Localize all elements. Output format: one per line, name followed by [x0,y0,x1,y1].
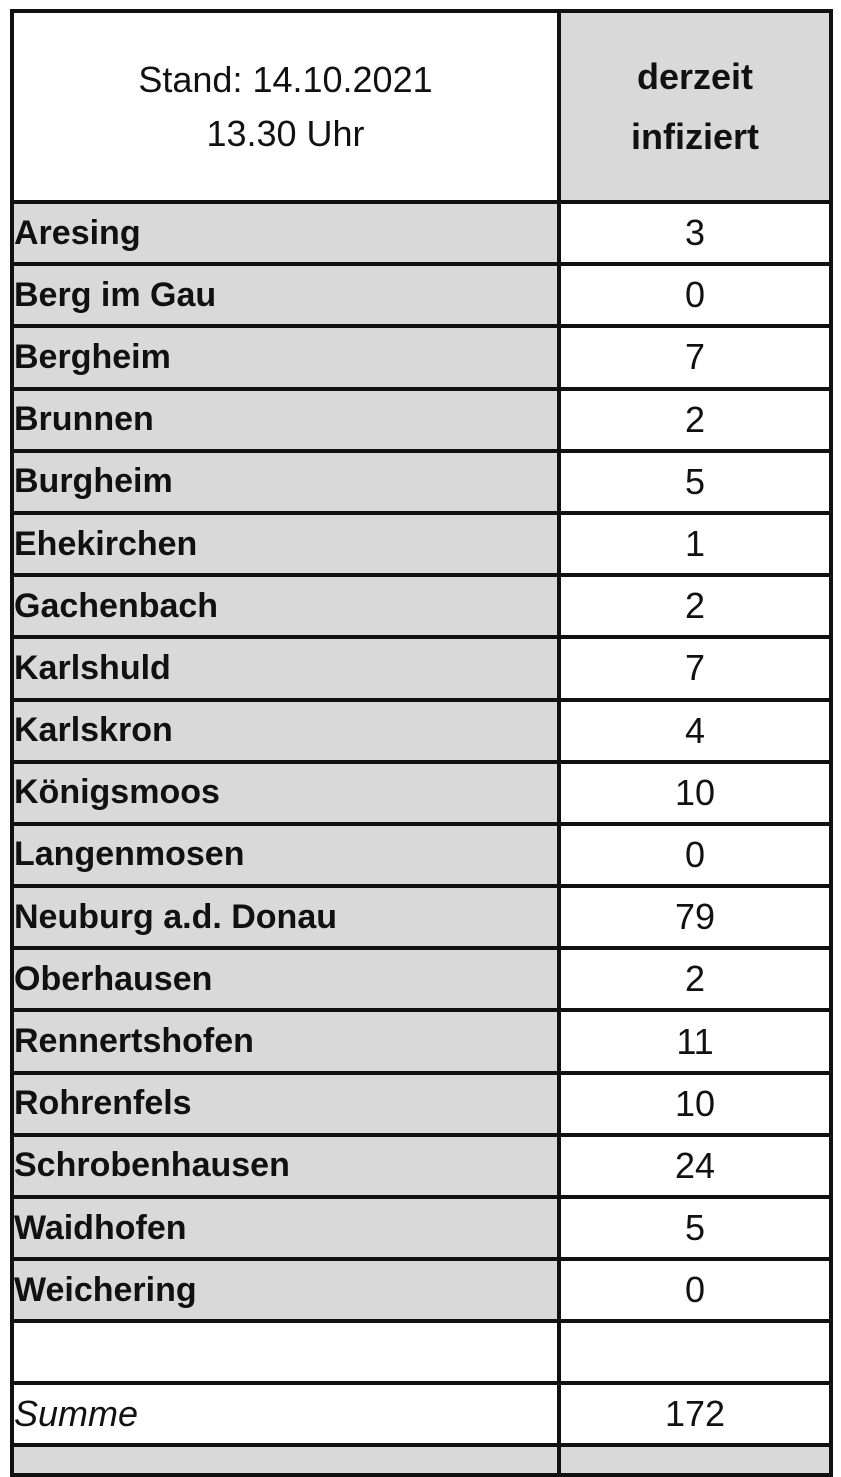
infected-count: 10 [557,759,833,826]
table-row: Burgheim 5 [10,448,833,515]
municipality-name: Burgheim [10,448,561,515]
municipality-name: Berg im Gau [10,262,561,329]
municipality-name: Rohrenfels [10,1070,561,1137]
infected-count: 0 [557,821,833,889]
infected-count: 3 [557,199,833,267]
municipality-name: Karlskron [10,697,561,764]
stand-date: Stand: 14.10.2021 [138,58,433,100]
municipality-name: Königsmoos [10,759,561,826]
cut-off-row [10,1443,833,1477]
empty-cell [10,1319,561,1386]
municipality-name: Karlshuld [10,635,561,702]
municipality-name: Brunnen [10,386,561,453]
infected-count: 7 [557,635,833,702]
table-row: Schrobenhausen 24 [10,1132,833,1200]
municipality-name: Schrobenhausen [10,1132,561,1200]
table-row: Rohrenfels 10 [10,1070,833,1137]
table-row: Langenmosen 0 [10,821,833,889]
column-title-line2: infiziert [630,115,759,157]
infected-count: 5 [557,1194,833,1262]
infected-count: 1 [557,510,833,578]
header-column-title: derzeit infiziert [557,9,833,204]
table-row: Aresing 3 [10,199,833,267]
column-title-line1: derzeit [636,55,754,97]
header-row: Stand: 14.10.2021 13.30 Uhr derzeit infi… [10,9,833,204]
municipality-name: Waidhofen [10,1194,561,1262]
table-row: Karlshuld 7 [10,635,833,702]
table-row: Ehekirchen 1 [10,510,833,578]
stand-time: 13.30 Uhr [206,112,365,154]
table-row: Oberhausen 2 [10,946,833,1013]
municipality-name: Langenmosen [10,821,561,889]
header-date-cell: Stand: 14.10.2021 13.30 Uhr [10,9,561,204]
infected-count: 0 [557,262,833,329]
table-row: Königsmoos 10 [10,759,833,826]
municipality-name: Bergheim [10,324,561,391]
municipality-name: Neuburg a.d. Donau [10,884,561,951]
municipality-name: Ehekirchen [10,510,561,578]
table-row: Weichering 0 [10,1257,833,1324]
table-row: Waidhofen 5 [10,1194,833,1262]
municipality-name: Rennertshofen [10,1008,561,1075]
infected-count: 2 [557,573,833,640]
infected-count: 2 [557,386,833,453]
table-row: Brunnen 2 [10,386,833,453]
infected-count: 10 [557,1070,833,1137]
shaded-cell [557,1443,833,1477]
table-row: Rennertshofen 11 [10,1008,833,1075]
empty-cell [557,1319,833,1386]
sum-value: 172 [557,1381,833,1448]
municipality-name: Gachenbach [10,573,561,640]
table-row: Karlskron 4 [10,697,833,764]
municipality-name: Weichering [10,1257,561,1324]
table-row: Bergheim 7 [10,324,833,391]
sum-row: Summe 172 [10,1381,833,1448]
shaded-cell [10,1443,561,1477]
empty-row [10,1319,833,1386]
municipality-name: Oberhausen [10,946,561,1013]
infected-count: 79 [557,884,833,951]
table-row: Gachenbach 2 [10,573,833,640]
table-row: Neuburg a.d. Donau 79 [10,884,833,951]
infected-count: 0 [557,1257,833,1324]
infected-count: 11 [557,1008,833,1075]
infected-count: 7 [557,324,833,391]
infected-count: 5 [557,448,833,515]
table-row: Berg im Gau 0 [10,262,833,329]
infected-count: 4 [557,697,833,764]
infected-count: 2 [557,946,833,1013]
infected-count: 24 [557,1132,833,1200]
infection-table: Stand: 14.10.2021 13.30 Uhr derzeit infi… [10,9,833,1477]
sum-label: Summe [10,1381,561,1448]
municipality-name: Aresing [10,199,561,267]
